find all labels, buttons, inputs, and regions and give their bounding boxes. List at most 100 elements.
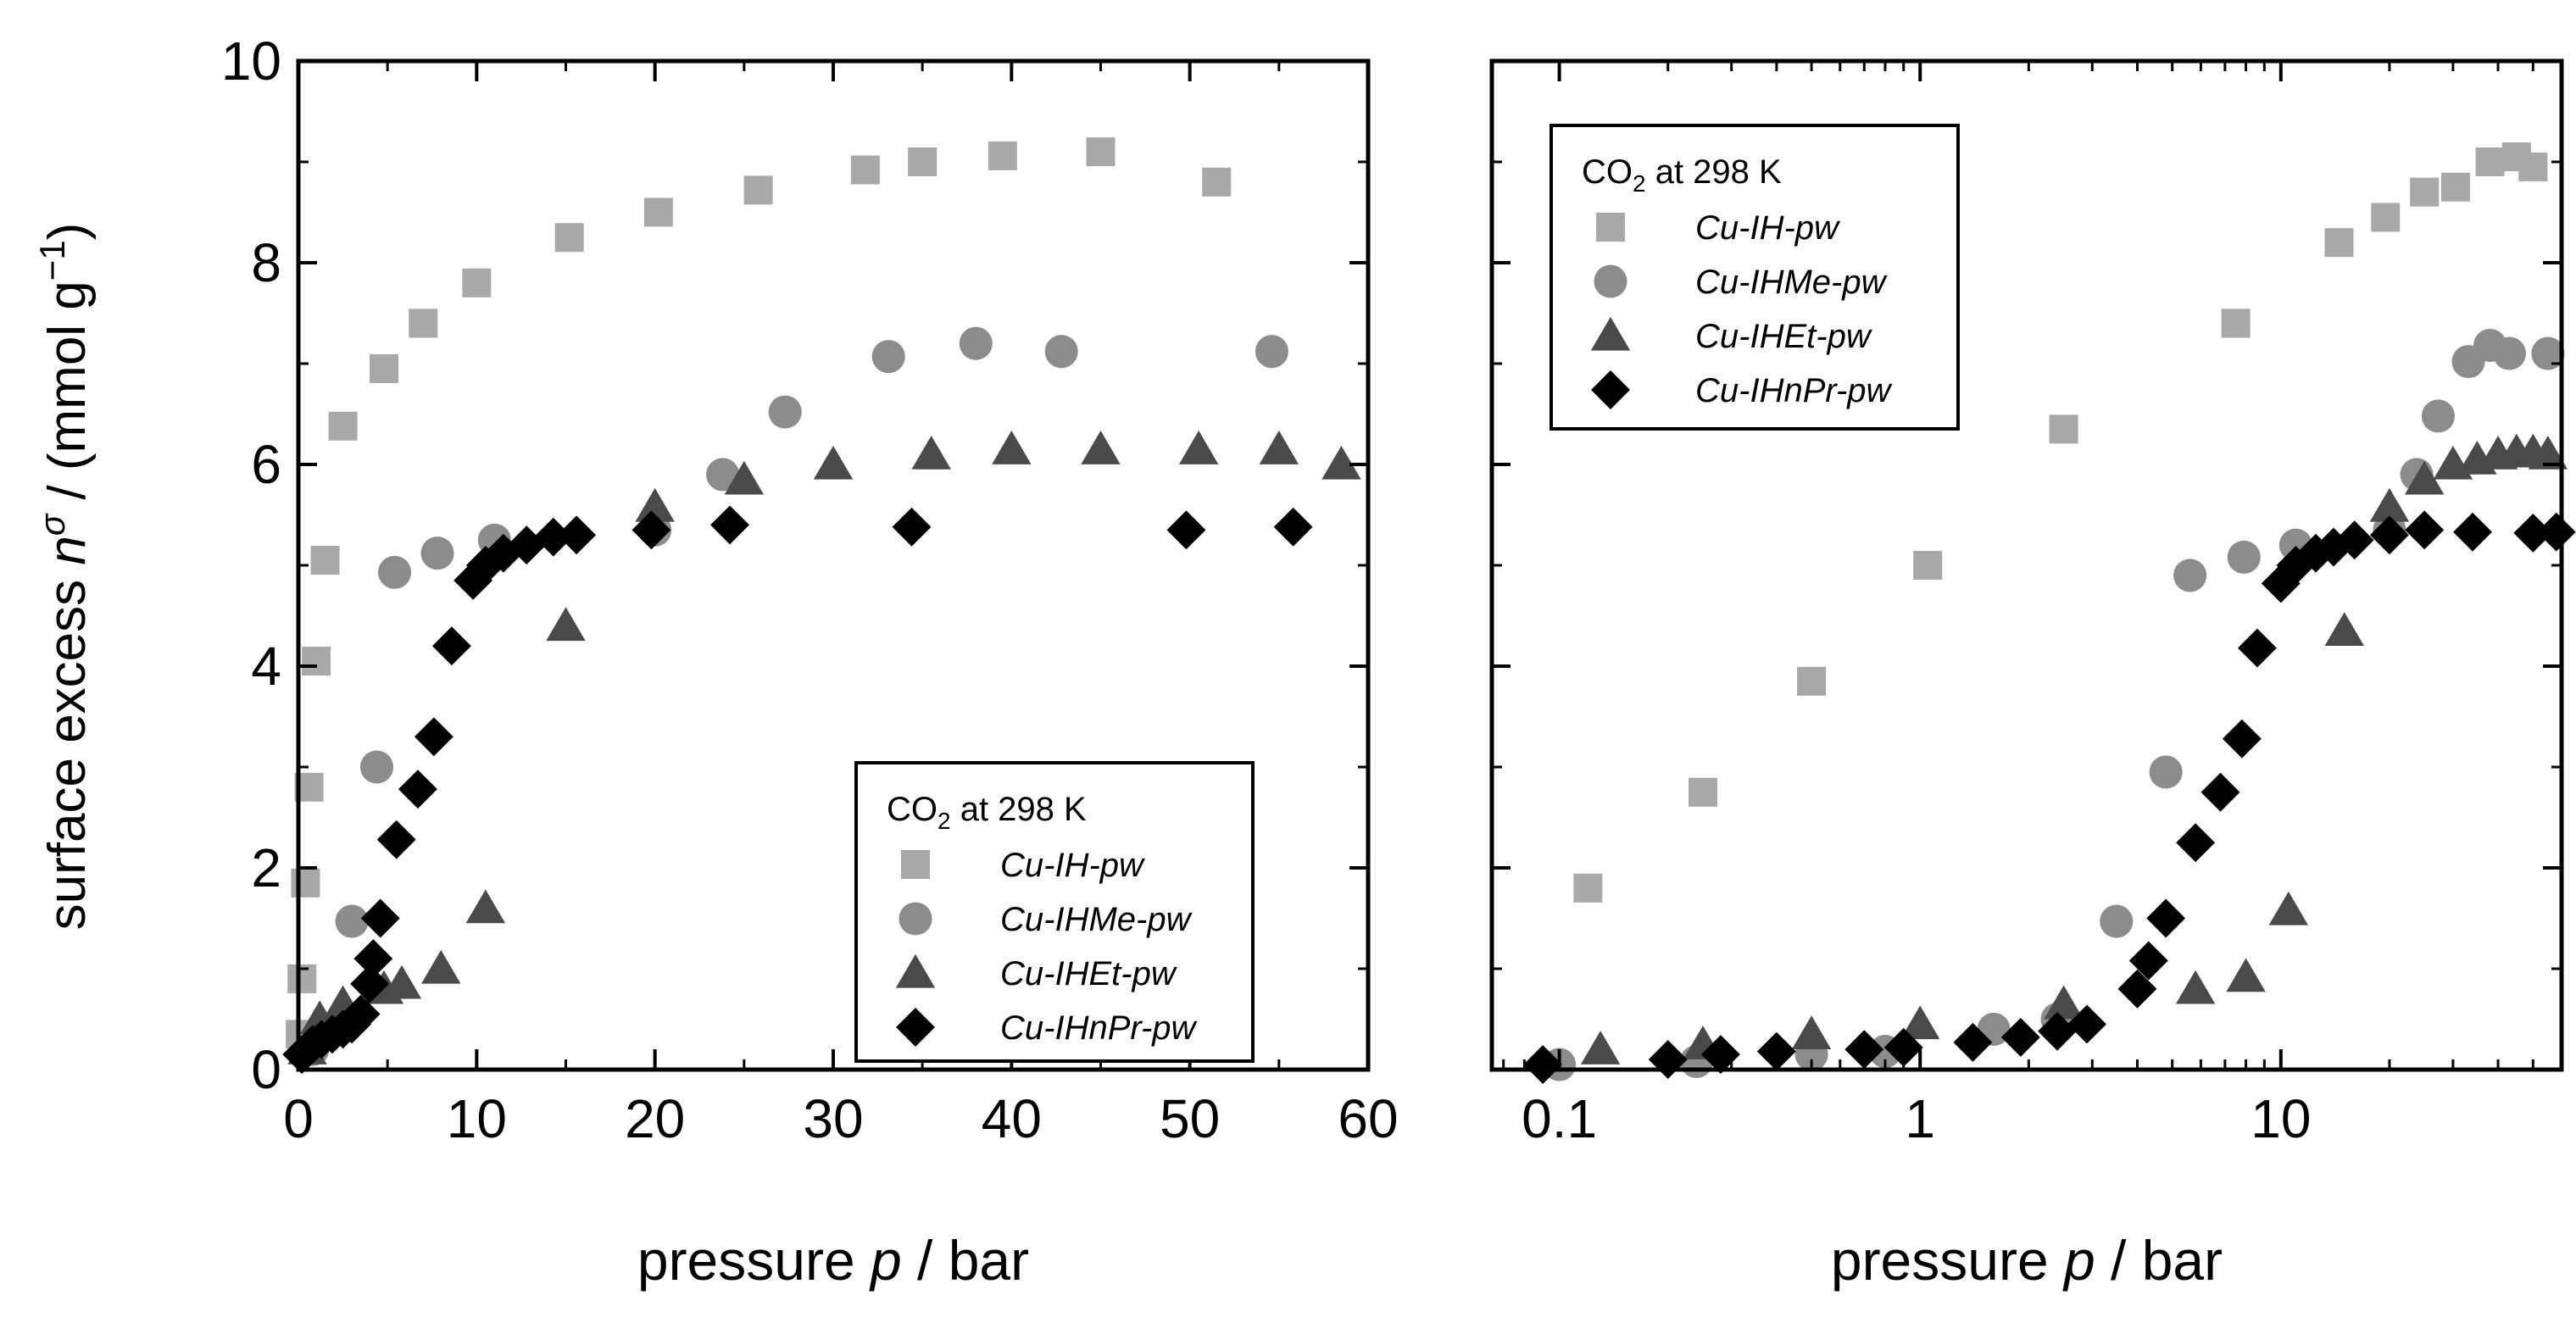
legend-label-cu-ihme-pw: Cu-IHMe-pw: [1695, 264, 1889, 301]
data-point-cu-ihet-pw-7: [2268, 891, 2309, 926]
legend-marker-cu-ih-pw: [1596, 213, 1625, 242]
right-panel-ticks: 0.1 1 10: [1492, 59, 2563, 1149]
x-tick-label: 10: [447, 1088, 507, 1149]
data-point-cu-ih-pw-6: [328, 411, 358, 441]
legend-label-cu-ihme-pw: Cu-IHMe-pw: [1000, 901, 1193, 938]
data-point-cu-ihet-pw-16: [1321, 445, 1361, 480]
data-point-cu-ihet-pw-10: [2404, 460, 2445, 495]
legend-title: CO2 at 298 K: [887, 791, 1087, 834]
x-tick-label: 60: [1338, 1088, 1398, 1149]
legend-marker-cu-ihnpr-pw: [1591, 370, 1630, 409]
data-point-cu-ihet-pw-0: [1580, 1031, 1621, 1065]
data-point-cu-ihme-pw-10: [959, 326, 993, 360]
y-tick-label: 6: [251, 434, 281, 495]
x-title-symbol: p: [2062, 1229, 2095, 1292]
data-point-cu-ihnpr-pw-14: [2200, 772, 2240, 812]
legend-title: CO2 at 298 K: [1582, 153, 1782, 197]
legend-label-cu-ih-pw: Cu-IH-pw: [1695, 209, 1841, 247]
x-tick-label: 40: [982, 1088, 1042, 1149]
data-point-cu-ihet-pw-13: [1081, 431, 1121, 464]
data-point-cu-ihet-pw-4: [381, 964, 422, 999]
data-point-cu-ih-pw-8: [409, 309, 438, 338]
legend-label-cu-ihet-pw: Cu-IHEt-pw: [1695, 318, 1873, 355]
y-title-text: surface excess: [38, 565, 97, 931]
y-tick-label: 10: [221, 31, 281, 92]
data-point-cu-ihet-pw-12: [992, 431, 1032, 464]
data-point-cu-ihnpr-pw-15: [2222, 719, 2262, 759]
data-point-cu-ihnpr-pw-9: [353, 939, 393, 979]
data-point-cu-ih-pw-15: [988, 141, 1017, 170]
right-x-axis-title: pressure p / bar: [1831, 1229, 2223, 1292]
data-point-cu-ihet-pw-16: [2528, 436, 2568, 470]
data-point-cu-ihet-pw-14: [1178, 431, 1219, 464]
left-panel-data-marks: [282, 137, 1361, 1075]
data-point-cu-ihnpr-pw-7: [341, 994, 381, 1034]
data-point-cu-ihet-pw-11: [911, 436, 951, 470]
legend-marker-cu-ihet-pw: [895, 953, 936, 988]
data-point-cu-ihnpr-pw-11: [376, 820, 416, 859]
data-point-cu-ihnpr-pw-4: [1844, 1030, 1884, 1070]
data-point-cu-ihnpr-pw-6: [1953, 1022, 1993, 1062]
x-tick-label: 20: [625, 1088, 685, 1149]
data-point-cu-ihnpr-pw-21: [2334, 520, 2374, 560]
data-point-cu-ihme-pw-7: [2149, 755, 2183, 789]
data-point-cu-ihme-pw-17: [2531, 336, 2565, 370]
data-point-cu-ih-pw-5: [2221, 309, 2251, 338]
legend-marker-cu-ihme-pw: [1594, 264, 1627, 298]
data-point-cu-ihet-pw-6: [465, 889, 506, 924]
legend-marker-cu-ihnpr-pw: [896, 1008, 935, 1047]
data-point-cu-ihnpr-pw-19: [2296, 533, 2336, 573]
x-title-unit: / bar: [2095, 1229, 2223, 1292]
data-point-cu-ih-pw-1: [1688, 777, 1717, 807]
data-point-cu-ihet-pw-9: [724, 460, 765, 495]
data-point-cu-ihnpr-pw-22: [2369, 515, 2409, 555]
data-point-cu-ihet-pw-8: [635, 487, 675, 522]
data-point-cu-ihme-pw-4: [420, 536, 454, 570]
data-point-cu-ihme-pw-6: [2100, 904, 2134, 938]
legend-label-cu-ihnpr-pw: Cu-IHnPr-pw: [1000, 1009, 1199, 1047]
right-panel-legend: CO2 at 298 K Cu-IH-pw Cu-IHMe-pw Cu-IHEt-pw…: [1549, 124, 1960, 431]
data-point-cu-ihme-pw-8: [768, 395, 802, 429]
data-point-cu-ihet-pw-7: [546, 607, 586, 642]
x-title-text: pressure: [1831, 1229, 2064, 1292]
data-point-cu-ihnpr-pw-9: [2067, 1004, 2106, 1044]
x-title-text: pressure: [637, 1229, 871, 1292]
data-point-cu-ihnpr-pw-21: [631, 510, 671, 550]
legend-marker-cu-ihme-pw: [899, 902, 932, 936]
x-title-symbol: p: [869, 1229, 902, 1292]
data-point-cu-ihet-pw-6: [2226, 958, 2266, 992]
data-point-cu-ihnpr-pw-25: [1273, 507, 1313, 547]
x-title-unit: / bar: [902, 1229, 1029, 1292]
data-point-cu-ihnpr-pw-23: [2405, 510, 2445, 550]
data-point-cu-ihme-pw-2: [359, 750, 394, 784]
data-point-cu-ihet-pw-9: [2369, 487, 2410, 522]
data-point-cu-ihet-pw-4: [2044, 985, 2084, 1020]
data-point-cu-ihme-pw-1: [335, 904, 369, 938]
data-point-cu-ihnpr-pw-3: [1756, 1031, 1796, 1071]
data-point-cu-ihet-pw-5: [421, 949, 461, 984]
y-title-superscript: σ: [32, 513, 72, 536]
data-point-cu-ih-pw-17: [1202, 167, 1232, 197]
data-point-cu-ih-pw-10: [2475, 147, 2505, 176]
data-point-cu-ih-pw-2: [1797, 666, 1827, 696]
data-point-cu-ihnpr-pw-19: [533, 517, 573, 557]
data-point-cu-ih-pw-10: [554, 223, 584, 253]
y-axis-title: surface excess nσ / (mmol g−1): [32, 223, 97, 931]
data-point-cu-ihnpr-pw-24: [2453, 512, 2492, 552]
y-title-unit: / (mmol g: [38, 281, 97, 514]
data-point-cu-ih-pw-7: [369, 353, 398, 383]
data-point-cu-ih-pw-5: [310, 546, 340, 575]
data-point-cu-ihme-pw-16: [2492, 336, 2526, 370]
legend-marker-cu-ih-pw: [901, 850, 930, 879]
data-point-cu-ih-pw-13: [850, 155, 880, 185]
data-point-cu-ihnpr-pw-14: [431, 626, 471, 666]
data-point-cu-ih-pw-2: [291, 868, 320, 898]
data-point-cu-ihnpr-pw-23: [892, 507, 932, 547]
data-point-cu-ihme-pw-9: [871, 340, 905, 374]
y-title-symbol: n: [38, 536, 97, 564]
left-panel-legend: CO2 at 298 K Cu-IH-pw Cu-IHMe-pw Cu-IHEt-pw…: [854, 761, 1255, 1063]
data-point-cu-ihnpr-pw-10: [2117, 969, 2157, 1009]
data-point-cu-ihme-pw-8: [2173, 559, 2207, 592]
data-point-cu-ihnpr-pw-12: [2146, 898, 2186, 938]
data-point-cu-ihme-pw-11: [1044, 335, 1078, 369]
